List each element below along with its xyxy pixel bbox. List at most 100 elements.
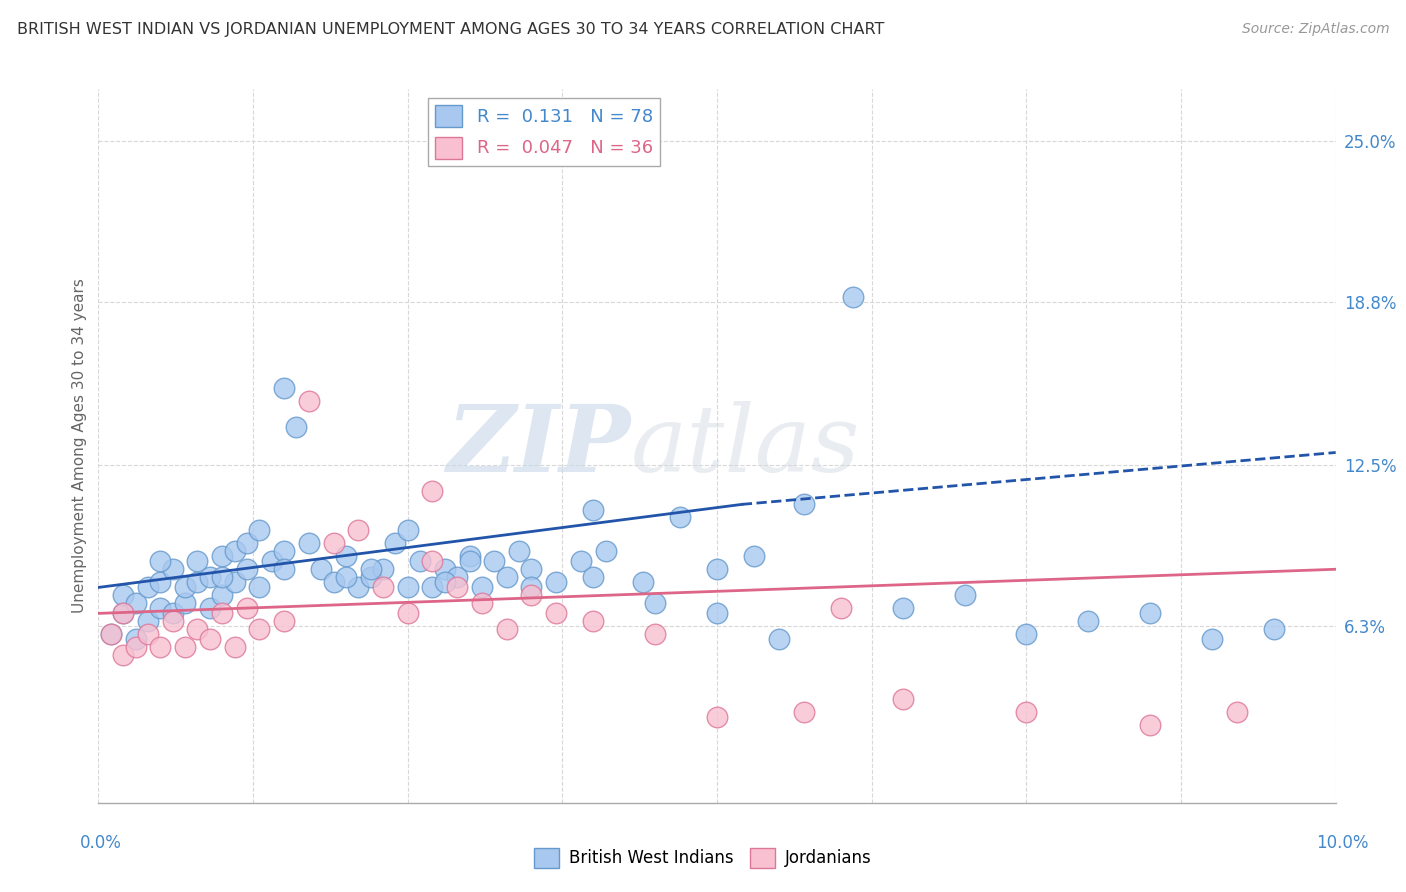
Point	[236, 536, 259, 550]
Point	[285, 419, 308, 434]
Point	[347, 524, 370, 538]
Point	[174, 640, 197, 654]
Point	[162, 562, 184, 576]
Point	[631, 575, 654, 590]
Point	[149, 554, 172, 568]
Point	[891, 601, 914, 615]
Point	[211, 570, 233, 584]
Point	[422, 554, 444, 568]
Point	[298, 536, 321, 550]
Point	[136, 581, 159, 595]
Point	[224, 575, 246, 590]
Point	[1263, 622, 1285, 636]
Point	[396, 607, 419, 621]
Point	[458, 554, 481, 568]
Point	[396, 581, 419, 595]
Point	[124, 640, 146, 654]
Point	[793, 497, 815, 511]
Point	[198, 570, 221, 584]
Point	[446, 581, 468, 595]
Point	[1015, 705, 1038, 719]
Point	[211, 549, 233, 564]
Point	[669, 510, 692, 524]
Point	[793, 705, 815, 719]
Point	[273, 381, 295, 395]
Point	[174, 581, 197, 595]
Point	[433, 575, 456, 590]
Point	[322, 575, 344, 590]
Point	[149, 575, 172, 590]
Point	[174, 596, 197, 610]
Text: 10.0%: 10.0%	[1316, 834, 1369, 852]
Point	[830, 601, 852, 615]
Point	[595, 544, 617, 558]
Point	[520, 562, 543, 576]
Point	[309, 562, 332, 576]
Point	[546, 575, 568, 590]
Point	[186, 554, 208, 568]
Point	[236, 562, 259, 576]
Point	[224, 544, 246, 558]
Point	[484, 554, 506, 568]
Point	[433, 562, 456, 576]
Point	[247, 581, 270, 595]
Point	[1139, 718, 1161, 732]
Point	[422, 484, 444, 499]
Point	[495, 622, 517, 636]
Text: Source: ZipAtlas.com: Source: ZipAtlas.com	[1241, 22, 1389, 37]
Text: 0.0%: 0.0%	[80, 834, 122, 852]
Y-axis label: Unemployment Among Ages 30 to 34 years: Unemployment Among Ages 30 to 34 years	[72, 278, 87, 614]
Point	[644, 596, 666, 610]
Point	[706, 607, 728, 621]
Legend: British West Indians, Jordanians: British West Indians, Jordanians	[527, 841, 879, 875]
Point	[706, 562, 728, 576]
Point	[742, 549, 765, 564]
Point	[335, 549, 357, 564]
Point	[247, 622, 270, 636]
Point	[247, 524, 270, 538]
Point	[644, 627, 666, 641]
Point	[273, 614, 295, 628]
Point	[458, 549, 481, 564]
Point	[422, 581, 444, 595]
Point	[1139, 607, 1161, 621]
Point	[1015, 627, 1038, 641]
Text: atlas: atlas	[630, 401, 860, 491]
Point	[198, 632, 221, 647]
Legend: R =  0.131   N = 78, R =  0.047   N = 36: R = 0.131 N = 78, R = 0.047 N = 36	[427, 98, 659, 166]
Point	[335, 570, 357, 584]
Point	[211, 607, 233, 621]
Point	[112, 588, 135, 602]
Point	[446, 570, 468, 584]
Point	[582, 614, 605, 628]
Point	[186, 575, 208, 590]
Point	[1201, 632, 1223, 647]
Point	[360, 570, 382, 584]
Point	[322, 536, 344, 550]
Point	[112, 648, 135, 662]
Point	[124, 632, 146, 647]
Point	[495, 570, 517, 584]
Point	[124, 596, 146, 610]
Point	[706, 710, 728, 724]
Point	[582, 570, 605, 584]
Point	[100, 627, 122, 641]
Point	[112, 607, 135, 621]
Point	[546, 607, 568, 621]
Point	[768, 632, 790, 647]
Point	[273, 544, 295, 558]
Point	[136, 627, 159, 641]
Point	[520, 588, 543, 602]
Point	[100, 627, 122, 641]
Point	[842, 290, 865, 304]
Text: ZIP: ZIP	[446, 401, 630, 491]
Point	[396, 524, 419, 538]
Point	[891, 692, 914, 706]
Point	[149, 601, 172, 615]
Point	[1226, 705, 1249, 719]
Point	[371, 581, 394, 595]
Point	[273, 562, 295, 576]
Point	[569, 554, 592, 568]
Point	[298, 393, 321, 408]
Point	[508, 544, 530, 558]
